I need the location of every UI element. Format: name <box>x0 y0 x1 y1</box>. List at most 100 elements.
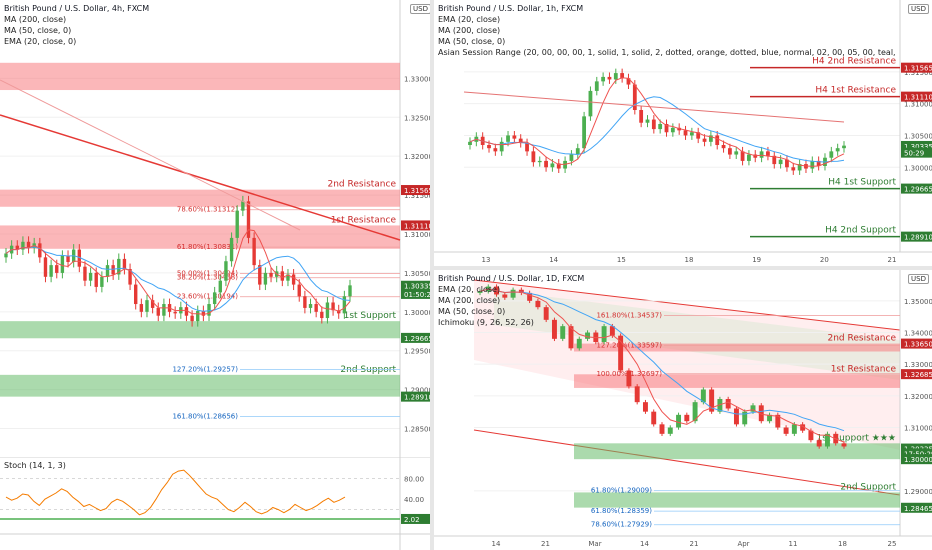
fib-label: 127.20%(1.33597) <box>596 341 662 349</box>
candle <box>212 292 217 305</box>
candle <box>767 414 773 422</box>
price-tag-label: 1.31110 <box>404 222 430 230</box>
indicator-line: Ichimoku (9, 26, 52, 26) <box>438 318 534 327</box>
stoch-line <box>5 469 346 516</box>
candle <box>38 243 42 258</box>
chart-1d-canvas[interactable]: 1.35000 1.34000 1.33000 1.32000 1.31000 1.290… <box>434 270 932 550</box>
price-tag-label: 1.29665 <box>404 335 430 343</box>
x-tick-label: 15 <box>617 256 626 264</box>
stoch-canvas[interactable]: 80.00 40.00 2.02 <box>0 458 430 550</box>
ma200-line <box>463 91 845 123</box>
ext-label: 61.80%(1.28359) <box>591 507 652 515</box>
candle <box>556 163 561 169</box>
zone-support <box>0 374 400 397</box>
x-tick-label: 21 <box>690 540 699 548</box>
indicator-line: MA (50, close, 0) <box>4 26 72 35</box>
candle <box>676 414 682 428</box>
candle <box>692 402 698 422</box>
candle <box>77 249 82 267</box>
chart-panel-4h[interactable]: 1.33000 1.32500 1.32000 1.31500 1.31000 1.305… <box>0 0 430 458</box>
candle <box>717 399 723 412</box>
channel-line <box>473 429 901 496</box>
candle <box>139 304 144 312</box>
level-label: H4 2nd Support <box>825 226 896 236</box>
price-tag <box>401 220 430 231</box>
indicator-line: MA (200, close) <box>4 15 67 24</box>
candle <box>111 265 115 275</box>
ma50-line <box>469 96 845 163</box>
candle <box>468 141 472 145</box>
level-label: H4 1st Resistance <box>815 86 896 96</box>
stoch-panel[interactable]: 80.00 40.00 2.02 Stoch (14, 1, 3) <box>0 458 430 550</box>
candle <box>639 110 644 123</box>
y-tick-label: 1.32500 <box>404 114 430 122</box>
zone-label: 1st Support ★★★ <box>817 433 896 443</box>
candle <box>667 427 673 434</box>
x-tick-label: 13 <box>482 256 491 264</box>
candle <box>291 274 296 285</box>
candle <box>783 427 789 434</box>
zone-support <box>0 321 400 339</box>
y-tick-label: 1.31000 <box>904 101 932 109</box>
currency-badge[interactable]: USD <box>908 4 929 14</box>
zone-label: 1st Resistance <box>831 364 897 374</box>
y-tick-label: 1.33000 <box>904 361 932 369</box>
panel-divider[interactable] <box>434 266 932 270</box>
candle <box>702 138 707 142</box>
panel-divider[interactable] <box>430 0 434 550</box>
chart-1h-title: British Pound / U.S. Dollar, 1h, FXCM <box>438 4 584 13</box>
candle <box>594 81 599 91</box>
ema20-line <box>469 77 845 167</box>
candle <box>632 84 637 110</box>
candle <box>808 430 814 441</box>
candle <box>184 307 189 316</box>
price-tag-label: 01:50:29 <box>404 291 430 299</box>
candle <box>499 141 504 152</box>
candle <box>569 154 574 161</box>
y-tick-label: 1.29000 <box>904 488 932 496</box>
chart-1h-canvas[interactable]: 1.31500 1.31000 1.30500 1.30000 13 14 15 18 19 20… <box>434 0 932 266</box>
candle <box>607 76 612 80</box>
candle <box>742 411 748 425</box>
chart-4h-header: British Pound / U.S. Dollar, 4h, FXCM MA… <box>4 3 149 47</box>
x-tick-label: 14 <box>549 256 558 264</box>
candle <box>477 291 483 293</box>
chart-4h-title: British Pound / U.S. Dollar, 4h, FXCM <box>4 4 150 13</box>
fib-label: 61.80%(1.30831) <box>177 243 238 251</box>
candle <box>618 335 624 371</box>
price-tag <box>401 391 430 402</box>
candle <box>252 237 256 266</box>
candle <box>325 302 330 319</box>
price-tag <box>901 231 932 242</box>
candle <box>145 300 149 312</box>
chart-4h-canvas[interactable]: 1.33000 1.32500 1.32000 1.31500 1.31000 1.305… <box>0 0 430 458</box>
candle <box>785 159 789 168</box>
candle <box>531 151 536 163</box>
candle <box>543 307 549 320</box>
candle <box>658 124 663 130</box>
chart-1d-header: British Pound / U.S. Dollar, 1D, FXCM EM… <box>438 273 584 328</box>
candle <box>201 311 206 316</box>
chart-panel-1h[interactable]: 1.31500 1.31000 1.30500 1.30000 13 14 15 18 19 20… <box>434 0 932 266</box>
candle <box>55 265 59 273</box>
price-tag-label: 1.28465 <box>904 505 932 513</box>
candle <box>60 255 65 273</box>
zone-label: 2nd Resistance <box>327 180 396 190</box>
price-tag-label: 1.31565 <box>904 65 932 73</box>
price-tag-label: 1.30335 <box>404 283 430 291</box>
candle <box>775 414 781 428</box>
currency-badge[interactable]: USD <box>908 274 929 284</box>
price-tag <box>901 62 932 73</box>
candle <box>613 73 618 80</box>
chart-panel-1d[interactable]: 1.35000 1.34000 1.33000 1.32000 1.31000 1.290… <box>434 270 932 550</box>
y-tick-label: 1.29500 <box>404 348 430 356</box>
candle <box>21 241 25 250</box>
currency-badge[interactable]: USD <box>410 4 430 14</box>
candle <box>758 405 764 422</box>
candle <box>4 253 8 258</box>
candle <box>280 271 285 281</box>
candle <box>550 163 555 168</box>
x-tick-label: 19 <box>752 256 761 264</box>
y-tick-label: 1.30000 <box>904 164 932 172</box>
zone-label: 2nd Support <box>840 482 896 492</box>
